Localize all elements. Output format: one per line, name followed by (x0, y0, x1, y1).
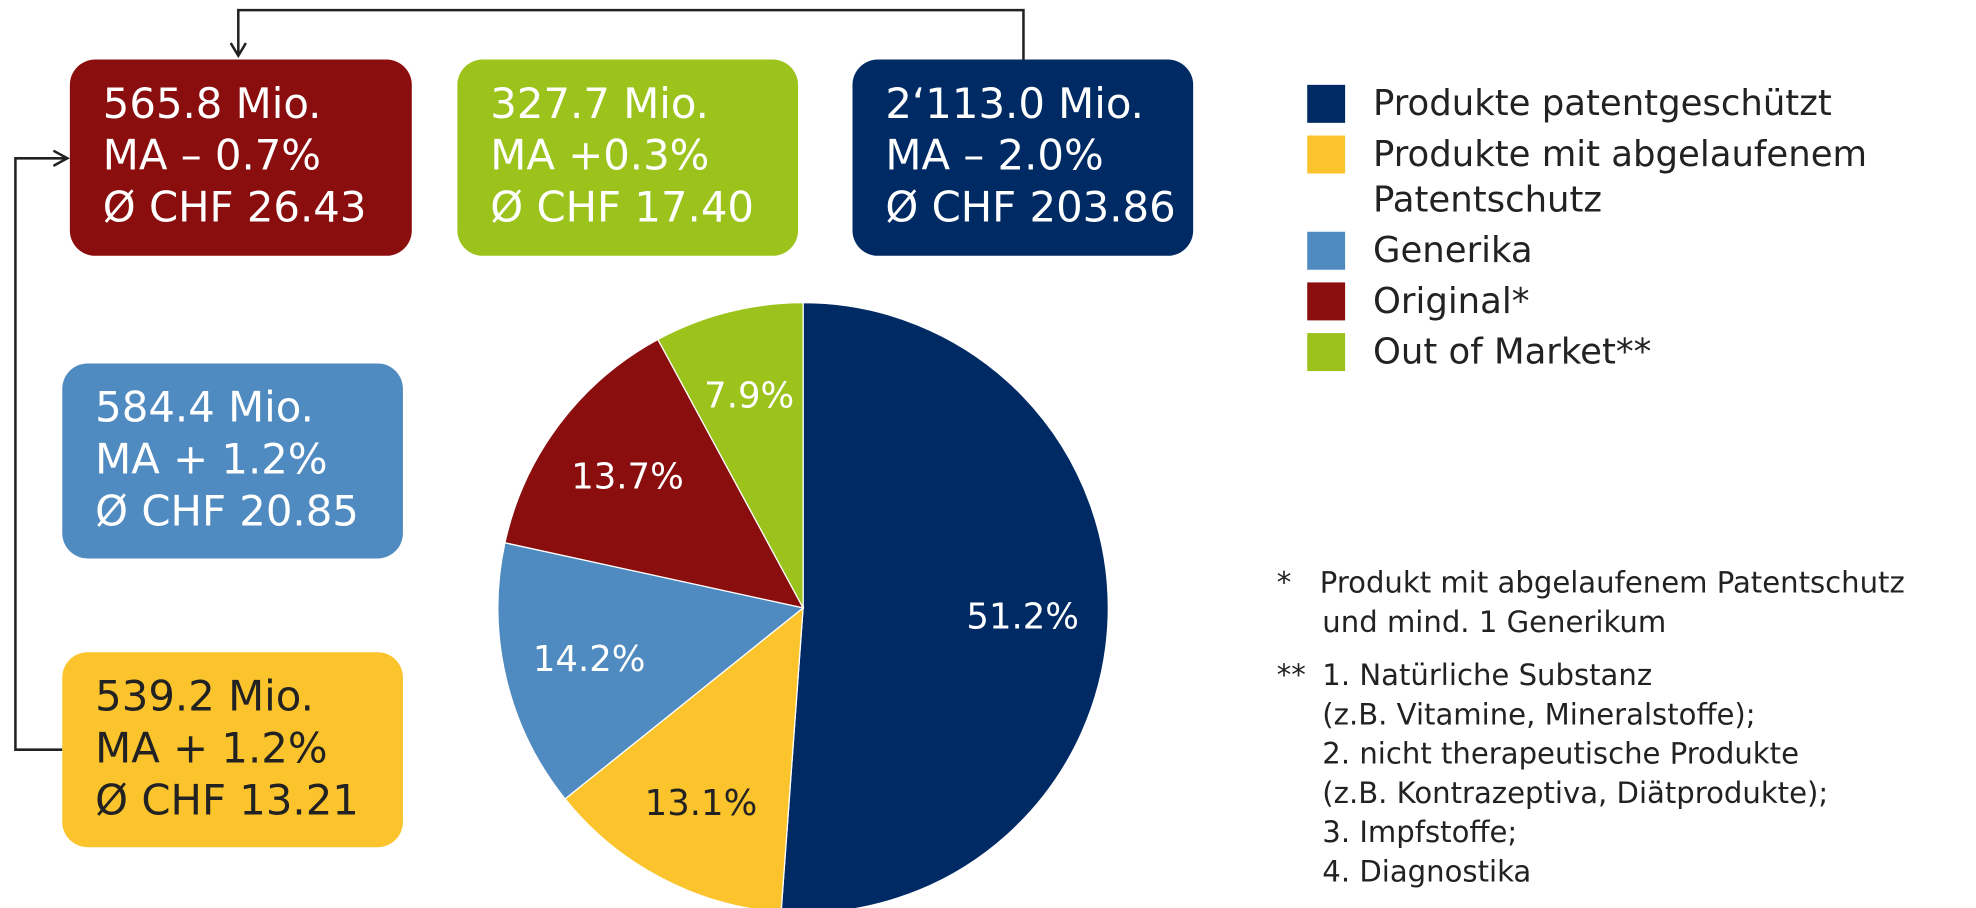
legend-item: Produkte mit abgelaufenem Patentschutz (1307, 132, 1915, 223)
legend-swatch (1307, 135, 1346, 174)
pie-slice (657, 302, 804, 609)
box-text: 584.4 Mio. (95, 383, 314, 432)
legend-label: Generika (1372, 229, 1533, 272)
box-text: MA – 2.0% (885, 131, 1103, 180)
pie-slice (497, 542, 805, 800)
arrowhead (229, 42, 247, 59)
slice-label: 14.2% (533, 639, 646, 680)
box-text: MA + 1.2% (95, 723, 327, 772)
pie-slice (504, 338, 805, 609)
box-text: 2‘113.0 Mio. (885, 79, 1144, 128)
legend: Produkte patentgeschützt Produkte mit abg… (1307, 81, 1915, 375)
pie-slice (564, 606, 804, 908)
info-box (62, 363, 403, 559)
arrowhead (52, 149, 70, 168)
legend-item: Produkte patentgeschützt (1307, 81, 1915, 127)
footnote-line: und mind. 1 Generikum (1322, 605, 1666, 639)
box-text: 327.7 Mio. (490, 79, 709, 128)
legend-swatch (1307, 84, 1346, 123)
box-text: 565.8 Mio. (103, 79, 322, 128)
slice-label: 7.9% (704, 376, 794, 417)
slice-label: 13.1% (645, 783, 758, 824)
legend-label: Produkte patentgeschützt (1372, 82, 1832, 125)
box-text: MA + 1.2% (95, 435, 327, 484)
pie-slice (780, 302, 1109, 908)
box-text: MA – 0.7% (103, 131, 321, 180)
box-text: Ø CHF 17.40 (490, 183, 754, 232)
footnote-line: 3. Impfstoffe; (1322, 815, 1517, 849)
connector (14, 157, 67, 751)
footnote-line: (z.B. Kontrazeptiva, Diätprodukte); (1322, 776, 1828, 810)
info-box (852, 59, 1194, 256)
legend-label: Produkte mit abgelaufenem Patentschutz (1372, 132, 1868, 221)
legend-swatch (1307, 282, 1346, 321)
box-text: Ø CHF 20.85 (95, 487, 359, 536)
connector (237, 8, 1025, 60)
footnote-marker: * (1277, 566, 1292, 600)
box-text: Ø CHF 13.21 (95, 775, 359, 824)
legend-label: Out of Market** (1372, 330, 1652, 373)
legend-item: Out of Market** (1307, 329, 1915, 375)
legend-swatch (1307, 231, 1346, 270)
legend-item: Original* (1307, 279, 1915, 325)
box-text: Ø CHF 26.43 (103, 183, 367, 232)
legend-label: Original* (1372, 279, 1530, 322)
legend-item: Generika (1307, 228, 1915, 274)
footnote-line: 4. Diagnostika (1322, 854, 1531, 888)
footnote-line: 2. nicht therapeutische Produkte (1322, 737, 1799, 771)
connectors (14, 8, 1025, 751)
info-box (457, 59, 799, 256)
footnote-marker: ** (1277, 658, 1306, 692)
footnote-line: (z.B. Vitamine, Mineralstoffe); (1322, 697, 1755, 731)
box-text: Ø CHF 203.86 (885, 183, 1175, 232)
slice-label: 13.7% (571, 456, 684, 497)
legend-list: Produkte patentgeschützt Produkte mit abg… (1307, 81, 1915, 375)
footnote-line: 1. Natürliche Substanz (1322, 658, 1652, 692)
box-text: MA +0.3% (490, 131, 709, 180)
box-text: 539.2 Mio. (95, 671, 314, 720)
legend-swatch (1307, 333, 1346, 372)
info-box (69, 59, 412, 256)
footnote-line: Produkt mit abgelaufenem Patentschutz (1320, 566, 1905, 600)
slice-label: 51.2% (966, 596, 1079, 637)
info-box (62, 652, 403, 848)
